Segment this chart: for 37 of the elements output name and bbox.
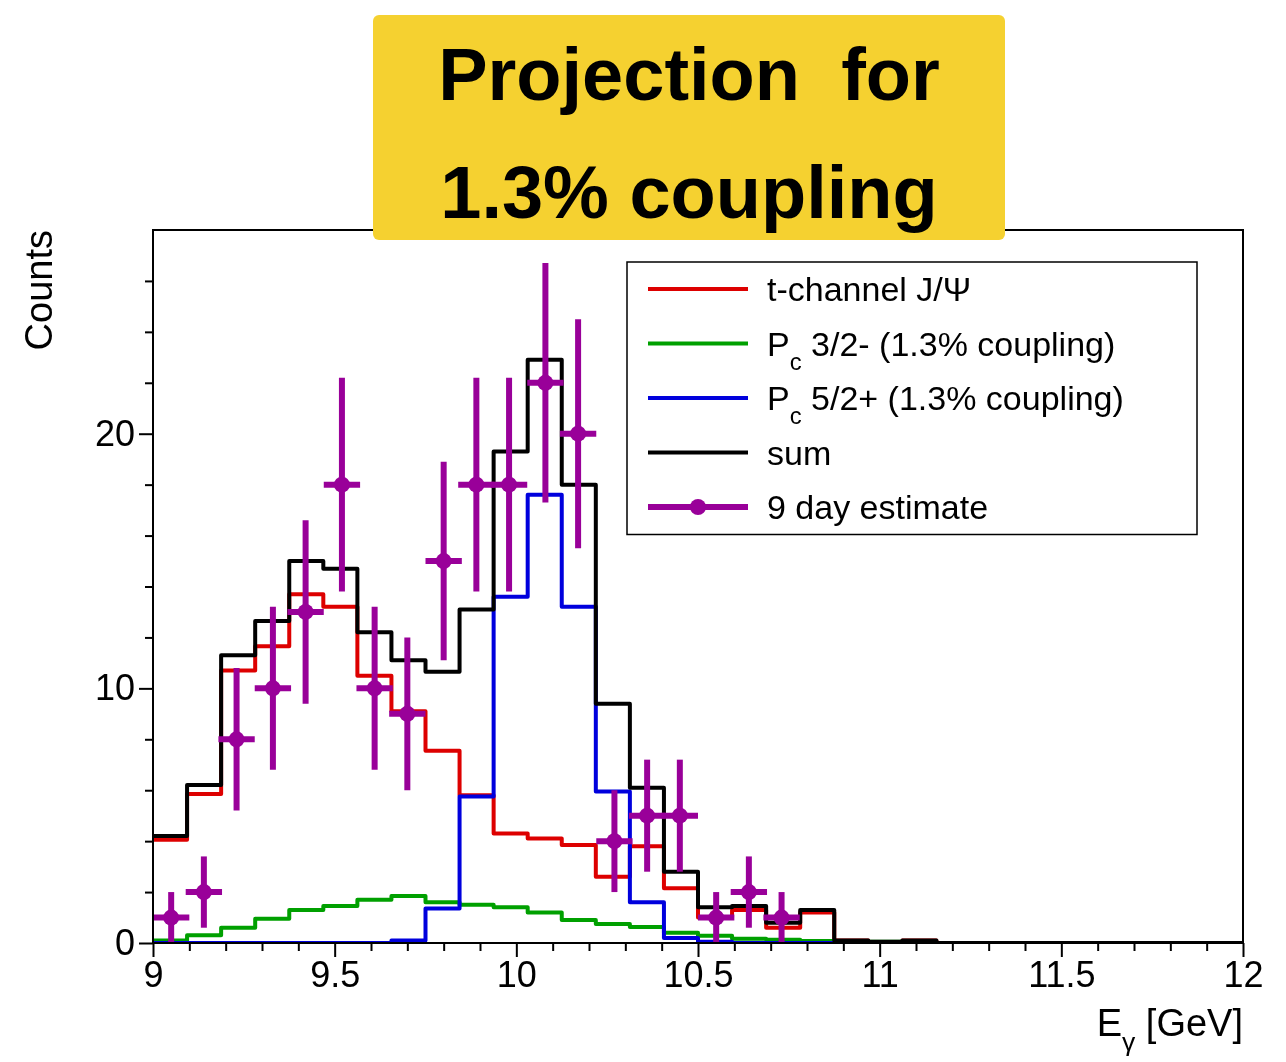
x-axis-title: E$_{γ}$ [GeV] [1096, 1002, 1243, 1057]
y-tick-label: 10 [94, 667, 135, 709]
y-tick-label: 20 [94, 412, 135, 454]
point [773, 909, 790, 926]
point [297, 603, 314, 620]
y-axis-title: Counts [18, 230, 60, 351]
x-tick-label: 12 [1223, 953, 1264, 995]
point [606, 833, 623, 850]
point [333, 476, 350, 493]
point [435, 553, 452, 570]
chart-title: Projection for 1.3% coupling [438, 33, 940, 234]
x-tick-label: 10 [496, 953, 537, 995]
point [468, 476, 485, 493]
point [264, 680, 281, 697]
point [399, 705, 416, 722]
y-tick-label: 0 [114, 922, 135, 964]
point [740, 884, 757, 901]
point [195, 884, 212, 901]
legend-label: P$_{c}$ 3/2- (1.3% coupling) [767, 324, 1116, 374]
point [570, 425, 587, 442]
legend-label: t-channel J/Ψ [767, 270, 972, 308]
legend-label: 9 day estimate [767, 488, 989, 526]
x-tick-label: 11 [861, 953, 899, 995]
point [501, 476, 518, 493]
x-tick-label: 9.5 [310, 953, 361, 995]
legend-label: P$_{c}$ 5/2+ (1.3% coupling) [767, 379, 1124, 429]
point [537, 374, 554, 391]
point [671, 807, 688, 824]
point [228, 731, 245, 748]
point [163, 909, 180, 926]
x-tick-label: 10.5 [663, 953, 734, 995]
legend-label: sum [767, 433, 832, 472]
point [366, 680, 383, 697]
point [639, 807, 656, 824]
x-tick-label: 11.5 [1028, 953, 1096, 995]
point [708, 909, 725, 926]
x-tick-label: 9 [143, 953, 164, 995]
